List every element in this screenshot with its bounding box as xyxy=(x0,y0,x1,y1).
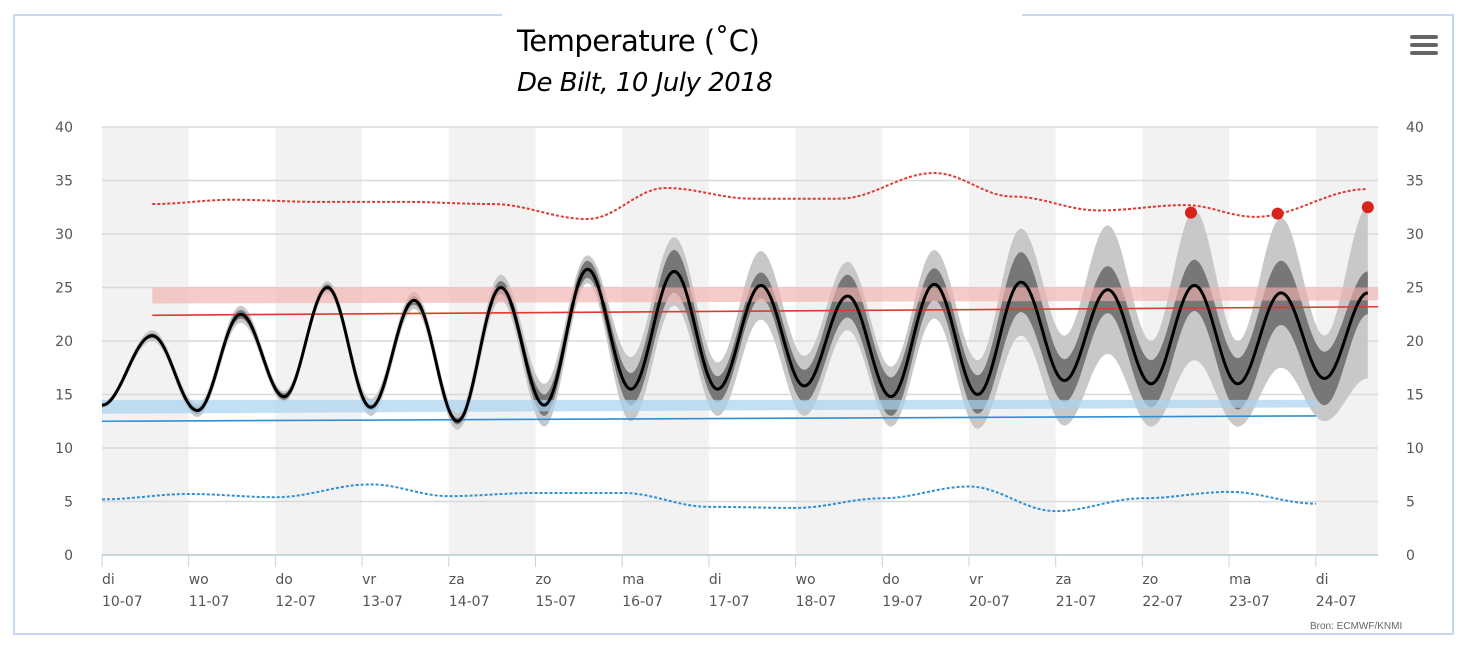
y-tick-label-right: 15 xyxy=(1406,388,1424,404)
y-tick-label-right: 40 xyxy=(1406,120,1424,136)
x-tick-day: zo xyxy=(536,572,552,588)
x-tick-day: do xyxy=(275,572,292,588)
x-tick-date: 22-07 xyxy=(1142,594,1183,610)
y-tick-label-right: 5 xyxy=(1406,495,1415,511)
x-tick-day: wo xyxy=(189,572,209,588)
x-tick-date: 13-07 xyxy=(362,594,403,610)
x-tick-day: vr xyxy=(362,572,376,588)
x-tick-date: 15-07 xyxy=(536,594,577,610)
y-tick-label-right: 10 xyxy=(1406,441,1424,457)
y-tick-label-left: 40 xyxy=(55,120,73,136)
hamburger-menu-icon[interactable] xyxy=(1410,35,1438,59)
x-tick-day: do xyxy=(882,572,899,588)
source-credit: Bron: ECMWF/KNMI xyxy=(1310,621,1403,632)
y-tick-label-right: 25 xyxy=(1406,281,1424,297)
y-tick-label-left: 20 xyxy=(55,334,73,350)
record-broken-point xyxy=(1271,207,1284,220)
x-tick-date: 24-07 xyxy=(1316,594,1357,610)
x-tick-date: 10-07 xyxy=(102,594,143,610)
y-tick-label-left: 15 xyxy=(55,388,73,404)
y-tick-label-left: 25 xyxy=(55,281,73,297)
x-tick-day: di xyxy=(709,572,722,588)
chart-subtitle: De Bilt, 10 July 2018 xyxy=(517,68,773,98)
x-tick-date: 20-07 xyxy=(969,594,1010,610)
normal-min-band xyxy=(102,399,1316,414)
normal-max-line xyxy=(152,305,1379,317)
x-tick-day: wo xyxy=(796,572,816,588)
x-tick-day: za xyxy=(1056,572,1072,588)
normal-min-line xyxy=(101,415,1316,423)
x-tick-day: za xyxy=(449,572,465,588)
x-tick-day: ma xyxy=(1229,572,1251,588)
title-backdrop xyxy=(502,10,1022,20)
y-tick-label-left: 5 xyxy=(64,495,73,511)
y-tick-label-left: 0 xyxy=(64,548,73,564)
y-tick-label-left: 35 xyxy=(55,174,73,190)
y-tick-label-left: 30 xyxy=(55,227,73,243)
x-tick-date: 23-07 xyxy=(1229,594,1270,610)
chart-title: Temperature (˚C) xyxy=(517,24,760,58)
y-tick-label-right: 35 xyxy=(1406,174,1424,190)
y-tick-label-right: 20 xyxy=(1406,334,1424,350)
x-tick-date: 19-07 xyxy=(882,594,923,610)
x-tick-day: vr xyxy=(969,572,983,588)
y-tick-label-right: 30 xyxy=(1406,227,1424,243)
x-tick-date: 11-07 xyxy=(189,594,230,610)
x-tick-day: di xyxy=(1316,572,1329,588)
x-tick-day: di xyxy=(102,572,115,588)
record-broken-point xyxy=(1184,206,1197,219)
x-tick-date: 17-07 xyxy=(709,594,750,610)
ensemble-median-line xyxy=(101,267,1369,423)
x-tick-date: 18-07 xyxy=(796,594,837,610)
y-tick-label-left: 10 xyxy=(55,441,73,457)
x-tick-date: 21-07 xyxy=(1056,594,1097,610)
record-max-line xyxy=(152,172,1367,221)
x-tick-date: 16-07 xyxy=(622,594,663,610)
x-tick-day: ma xyxy=(622,572,644,588)
record-min-line xyxy=(101,483,1316,513)
normal-max-band xyxy=(152,287,1379,304)
x-tick-date: 12-07 xyxy=(275,594,316,610)
ensemble-p25-p75-band xyxy=(102,250,1368,425)
y-tick-label-right: 0 xyxy=(1406,548,1415,564)
record-broken-point xyxy=(1361,201,1374,214)
x-tick-day: zo xyxy=(1142,572,1158,588)
x-tick-date: 14-07 xyxy=(449,594,490,610)
